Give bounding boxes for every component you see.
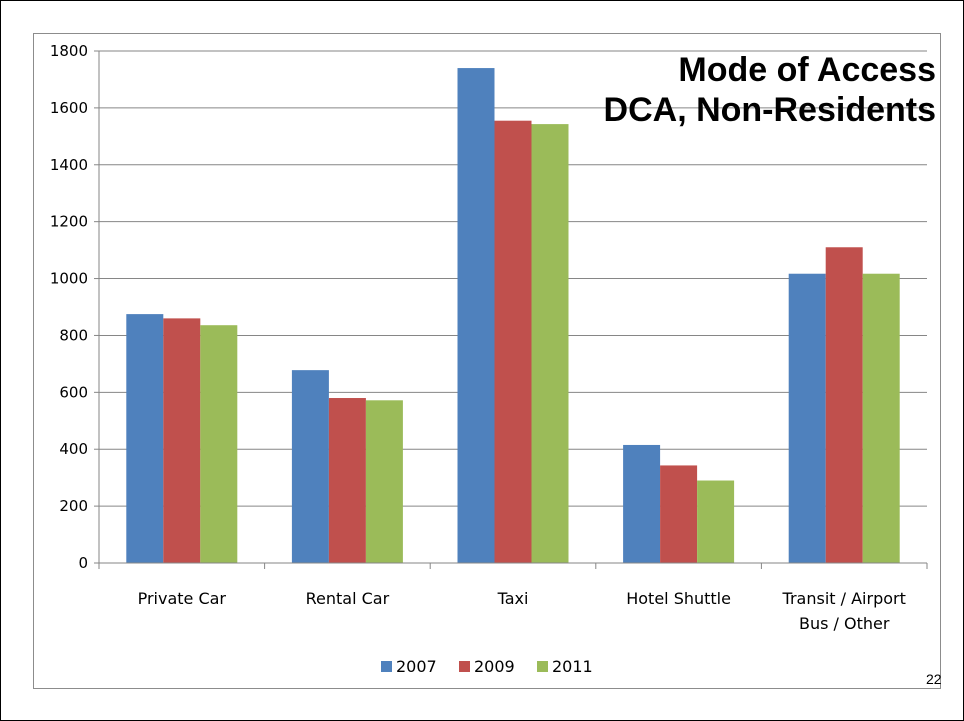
page-number: 22 (926, 671, 942, 687)
x-category-label: Hotel Shuttle (626, 589, 731, 608)
bar-2009-3 (660, 465, 698, 563)
chart-title-line-1: Mode of Access (678, 51, 936, 89)
legend-label-2009: 2009 (474, 657, 515, 676)
bar-2009-2 (494, 120, 532, 563)
y-tick-label: 1800 (50, 42, 88, 60)
bar-2007-4 (788, 273, 826, 563)
chart-title-line-2: DCA, Non-Residents (603, 91, 936, 129)
x-category-label: Transit / Airport (782, 589, 906, 608)
legend-swatch-2009 (459, 661, 470, 672)
bar-2009-0 (163, 318, 201, 563)
bar-2011-0 (200, 325, 238, 563)
legend-swatch-2007 (381, 661, 392, 672)
y-tick-label: 600 (59, 383, 88, 401)
x-category-label: Bus / Other (799, 614, 890, 633)
y-tick-label: 400 (59, 440, 88, 458)
y-tick-label: 800 (59, 326, 88, 344)
x-category-label: Private Car (138, 589, 227, 608)
axes: 0 200 400 600 800 1000 1200 1400 1600 1800 Private… (50, 42, 928, 633)
y-tick-label: 1400 (50, 156, 88, 174)
bar-2011-1 (365, 400, 403, 563)
legend: 2007 2009 2011 (381, 657, 593, 676)
bar-2007-2 (457, 68, 495, 564)
legend-label-2007: 2007 (396, 657, 437, 676)
legend-label-2011: 2011 (552, 657, 593, 676)
bar-2007-3 (623, 444, 661, 563)
bar-2011-4 (862, 273, 900, 563)
y-tick-label: 1000 (50, 270, 88, 288)
bars (126, 68, 900, 564)
bar-2011-2 (531, 124, 569, 563)
bar-2007-1 (291, 370, 329, 563)
bar-2009-1 (328, 398, 366, 563)
bar-2007-0 (126, 314, 164, 563)
y-tick-label: 1600 (50, 99, 88, 117)
x-category-label: Rental Car (306, 589, 390, 608)
y-tick-label: 200 (59, 497, 88, 515)
legend-swatch-2011 (537, 661, 548, 672)
bar-2011-3 (697, 480, 735, 563)
y-tick-label: 1200 (50, 213, 88, 231)
x-category-label: Taxi (497, 589, 529, 608)
y-tick-label: 0 (78, 554, 88, 572)
chart-title: Mode of Access DCA, Non-Residents (604, 50, 936, 130)
bar-2009-4 (825, 247, 863, 563)
